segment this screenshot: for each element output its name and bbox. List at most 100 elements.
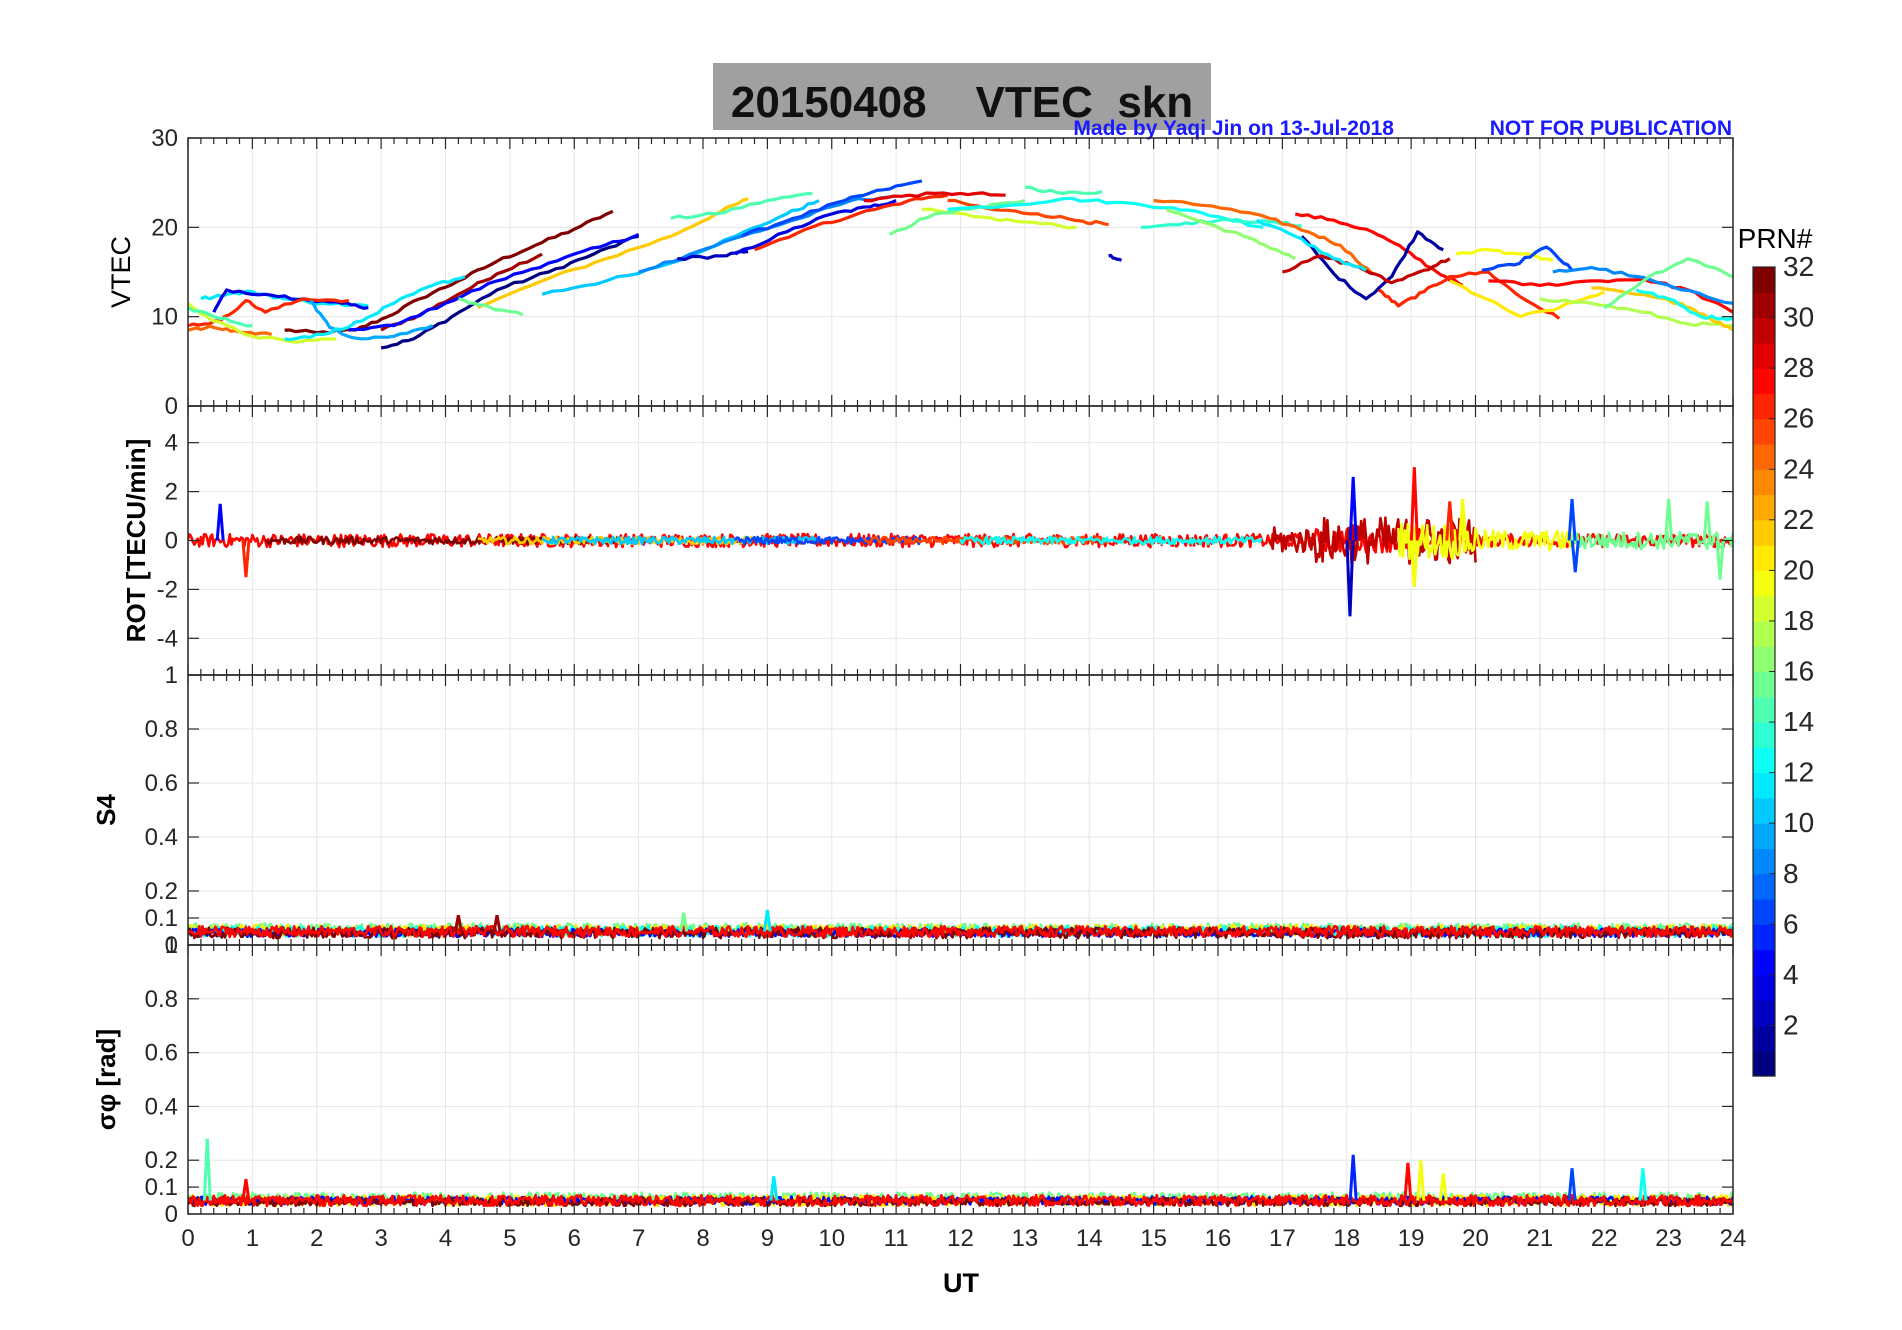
spike-prn-16 <box>1702 501 1712 541</box>
series-prn-10 <box>309 299 434 341</box>
colorbar-tick-label: 10 <box>1783 807 1814 838</box>
y-tick-label-sigphi: 0.2 <box>145 1147 178 1174</box>
series-prn-15 <box>670 191 813 220</box>
series-prn-25 <box>188 324 273 337</box>
y-tick-label-s4: 0.6 <box>145 770 178 797</box>
series-prn-16 <box>1603 257 1733 310</box>
colorbar-tick-label: 6 <box>1783 908 1799 939</box>
series-prn-29 <box>863 191 1006 203</box>
colorbar-segment <box>1753 974 1775 1001</box>
y-tick-label-vtec: 30 <box>151 125 178 152</box>
spike-prn-20 <box>1438 1173 1448 1201</box>
x-tick-label: 5 <box>503 1225 516 1252</box>
spike-prn-28 <box>1403 1162 1413 1201</box>
chart-title: 20150408 VTEC skn <box>731 78 1193 127</box>
series-prn-16 <box>458 297 524 317</box>
spike-prn-16 <box>1664 498 1674 541</box>
y-tick-label-s4: 1 <box>165 662 178 689</box>
x-tick-label: 16 <box>1205 1225 1232 1252</box>
spike-prn-7 <box>1570 540 1580 573</box>
colorbar-tick-label: 28 <box>1783 352 1814 383</box>
colorbar-segment <box>1753 545 1775 571</box>
x-tick-label: 21 <box>1527 1225 1554 1252</box>
x-tick-label: 7 <box>632 1225 645 1252</box>
spike-prn-20 <box>1458 498 1468 541</box>
x-tick-label: 17 <box>1269 1225 1296 1252</box>
series-prn-13 <box>1635 288 1733 322</box>
colorbar-segment <box>1753 469 1775 496</box>
plot-area-rot <box>188 467 1733 617</box>
x-tick-label: 24 <box>1720 1225 1747 1252</box>
x-tick-label: 3 <box>374 1225 387 1252</box>
colorbar-tick-label: 26 <box>1783 403 1814 434</box>
colorbar-tick-label: 2 <box>1783 1009 1799 1040</box>
series-prn-11 <box>541 199 820 296</box>
spike-prn-7 <box>1567 1168 1577 1201</box>
colorbar-tick-label: 12 <box>1783 757 1814 788</box>
colorbar-segment <box>1753 823 1775 850</box>
colorbar-segment <box>1753 848 1775 875</box>
y-tick-label-rot: 2 <box>165 479 178 506</box>
colorbar-segment <box>1753 772 1775 799</box>
colorbar-tick-label: 32 <box>1783 251 1814 282</box>
x-tick-label: 2 <box>310 1225 323 1252</box>
plot-area-vtec <box>188 179 1733 350</box>
noise-prn-16 <box>1570 531 1733 551</box>
y-tick-label-rot: 0 <box>165 528 178 555</box>
y-tick-label-s4: 0 <box>165 932 178 959</box>
series-prn-19 <box>188 302 337 344</box>
series-prn-30 <box>1282 254 1451 285</box>
y-tick-label-sigphi: 0.6 <box>145 1040 178 1067</box>
colorbar-tick-label: 18 <box>1783 605 1814 636</box>
spike-prn-20 <box>1409 540 1419 588</box>
x-tick-label: 11 <box>884 1225 909 1252</box>
spike-prn-16 <box>1715 540 1725 580</box>
y-tick-label-rot: 4 <box>165 430 178 457</box>
colorbar-segment <box>1753 1000 1775 1027</box>
y-axis-label-sigphi: σφ [rad] <box>91 1029 121 1130</box>
y-tick-label-vtec: 0 <box>165 393 178 420</box>
y-axis-label-rot: ROT [TECU/min] <box>121 439 151 643</box>
colorbar-segment <box>1753 494 1775 521</box>
colorbar-segment <box>1753 595 1775 622</box>
x-tick-label: 12 <box>947 1225 974 1252</box>
y-axis-label-vtec: VTEC <box>106 236 136 308</box>
series-prn-13 <box>947 196 1264 229</box>
noise-prn-20 <box>1397 520 1574 561</box>
series-prn-20 <box>1455 247 1554 262</box>
spike-prn-28 <box>241 1178 251 1201</box>
series-prn-27 <box>753 193 948 252</box>
series-prn-4 <box>734 199 897 256</box>
spike-prn-28 <box>1409 467 1419 541</box>
y-tick-label-s4: 0.8 <box>145 716 178 743</box>
colorbar-segment <box>1753 418 1775 445</box>
colorbar-segment <box>1753 443 1775 470</box>
colorbar-tick-label: 24 <box>1783 453 1814 484</box>
spike-prn-12 <box>762 909 772 932</box>
colorbar-segment <box>1753 873 1775 900</box>
x-tick-label: 9 <box>761 1225 774 1252</box>
spike-prn-16 <box>679 912 689 932</box>
spike-prn-5 <box>1348 476 1358 541</box>
series-prn-5 <box>348 233 640 332</box>
y-tick-label-s4: 0.2 <box>145 878 178 905</box>
y-axis-label-s4: S4 <box>91 794 121 826</box>
colorbar-segment <box>1753 924 1775 951</box>
y-tick-label-vtec: 10 <box>151 304 178 331</box>
series-prn-18 <box>1539 297 1733 328</box>
x-tick-label: 19 <box>1398 1225 1425 1252</box>
x-tick-label: 4 <box>439 1225 452 1252</box>
series-prn-21 <box>1449 279 1606 319</box>
colorbar-segment <box>1753 646 1775 673</box>
y-tick-label-s4: 0.4 <box>145 824 178 851</box>
x-tick-label: 10 <box>818 1225 845 1252</box>
colorbar-segment <box>1753 671 1775 698</box>
colorbar-segment <box>1753 317 1775 344</box>
spike-prn-27 <box>1445 501 1455 541</box>
colorbar-segment <box>1753 1050 1775 1077</box>
colorbar-segment <box>1753 267 1775 293</box>
spike-prn-5 <box>215 503 225 541</box>
spike-prn-7 <box>1567 498 1577 541</box>
colorbar-segment <box>1753 620 1775 647</box>
